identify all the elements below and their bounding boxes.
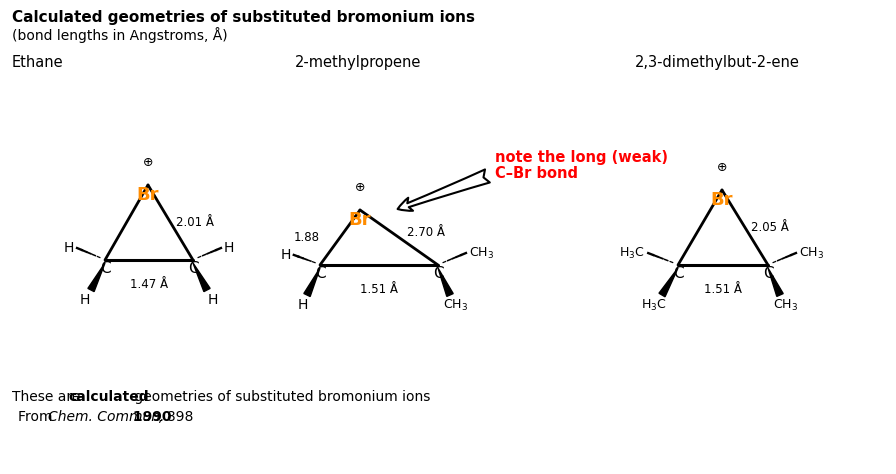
Text: C: C [99, 261, 110, 276]
Text: C: C [433, 266, 444, 281]
Text: 2.05 Å: 2.05 Å [751, 221, 788, 234]
Text: H: H [280, 248, 291, 262]
Polygon shape [193, 263, 210, 292]
Text: note the long (weak): note the long (weak) [495, 150, 668, 165]
Text: C: C [673, 266, 684, 281]
Text: 2-methylpropene: 2-methylpropene [295, 55, 421, 70]
Text: CH$_3$: CH$_3$ [799, 246, 824, 261]
Text: $\oplus$: $\oplus$ [142, 156, 153, 169]
Text: 1.51 Å: 1.51 Å [704, 283, 742, 296]
Text: (bond lengths in Angstroms, Å): (bond lengths in Angstroms, Å) [12, 27, 228, 43]
Text: Calculated geometries of substituted bromonium ions: Calculated geometries of substituted bro… [12, 10, 475, 25]
Text: calculated: calculated [68, 390, 149, 404]
Text: Br: Br [711, 191, 733, 209]
Text: Br: Br [137, 186, 159, 204]
Text: From: From [18, 410, 56, 424]
Text: 1990: 1990 [128, 410, 171, 424]
Text: These are: These are [12, 390, 85, 404]
Text: Chem. Commun.: Chem. Commun. [48, 410, 164, 424]
Text: H: H [297, 298, 308, 312]
Text: 2.70 Å: 2.70 Å [407, 226, 445, 239]
Text: C: C [314, 266, 325, 281]
Text: 1.47 Å: 1.47 Å [130, 278, 168, 291]
Text: C: C [187, 261, 198, 276]
Text: C–Br bond: C–Br bond [495, 166, 578, 181]
Text: $\oplus$: $\oplus$ [716, 161, 728, 174]
Text: 2.01 Å: 2.01 Å [177, 216, 214, 229]
Text: H$_3$C: H$_3$C [642, 298, 667, 313]
Text: , 898: , 898 [158, 410, 194, 424]
Text: H: H [64, 241, 74, 255]
Text: CH$_3$: CH$_3$ [444, 298, 469, 313]
Text: $\oplus$: $\oplus$ [354, 181, 366, 194]
Text: geometries of substituted bromonium ions: geometries of substituted bromonium ions [130, 390, 430, 404]
Text: CH$_3$: CH$_3$ [773, 298, 798, 313]
Polygon shape [304, 268, 320, 297]
Polygon shape [659, 268, 678, 297]
Text: H$_3$C: H$_3$C [619, 246, 645, 261]
Polygon shape [88, 263, 105, 292]
Text: H: H [80, 293, 90, 307]
Text: C: C [762, 266, 773, 281]
Text: 2,3-dimethylbut-2-ene: 2,3-dimethylbut-2-ene [635, 55, 800, 70]
Text: H: H [208, 293, 219, 307]
Polygon shape [768, 268, 783, 296]
Text: 1.51 Å: 1.51 Å [360, 283, 398, 296]
Text: Ethane: Ethane [12, 55, 64, 70]
Text: CH$_3$: CH$_3$ [469, 246, 494, 261]
Text: Br: Br [349, 211, 371, 229]
Polygon shape [438, 268, 453, 296]
Text: H: H [224, 241, 235, 255]
Text: 1.88: 1.88 [294, 231, 320, 244]
